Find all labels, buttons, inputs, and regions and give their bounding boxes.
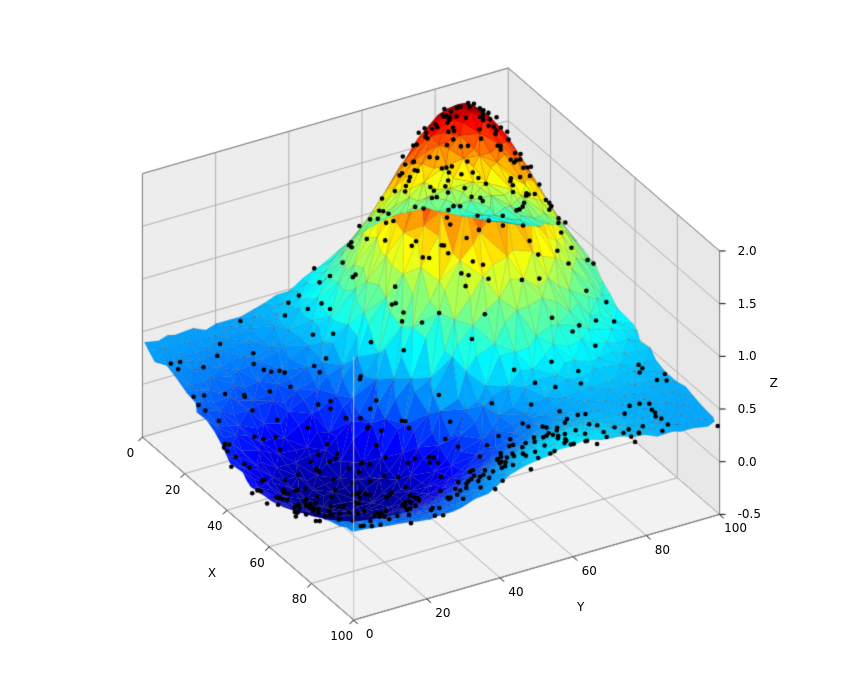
z-tick-1.5: 1.5 bbox=[738, 297, 757, 311]
y-axis-label: Y bbox=[577, 600, 584, 614]
x-tick-40: 40 bbox=[207, 519, 222, 533]
x-tick-0: 0 bbox=[127, 446, 135, 460]
x-tick-100: 100 bbox=[330, 629, 353, 643]
z-tick--0.5: -0.5 bbox=[738, 507, 761, 521]
z-tick-2: 2.0 bbox=[738, 244, 757, 258]
chart-3d-container: 020406080100020406080100-0.50.00.51.01.5… bbox=[0, 0, 846, 700]
x-tick-80: 80 bbox=[292, 592, 307, 606]
z-axis-label: Z bbox=[770, 376, 778, 390]
x-tick-60: 60 bbox=[250, 556, 265, 570]
z-tick-1: 1.0 bbox=[738, 349, 757, 363]
y-tick-80: 80 bbox=[655, 543, 670, 557]
z-tick-0.5: 0.5 bbox=[738, 402, 757, 416]
x-axis-label: X bbox=[208, 566, 216, 580]
y-tick-20: 20 bbox=[435, 606, 450, 620]
y-tick-40: 40 bbox=[508, 585, 523, 599]
z-tick-0: 0.0 bbox=[738, 455, 757, 469]
y-tick-100: 100 bbox=[724, 521, 747, 535]
y-tick-60: 60 bbox=[582, 564, 597, 578]
y-tick-0: 0 bbox=[366, 627, 374, 641]
x-tick-20: 20 bbox=[165, 483, 180, 497]
chart-canvas bbox=[0, 0, 846, 700]
